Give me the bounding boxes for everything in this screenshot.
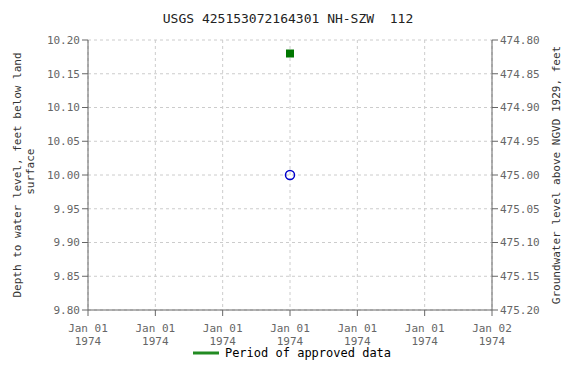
html-text:USGS 425153072164301 NH-SZW 11: USGS 425153072164301 NH-SZW 112	[162, 11, 414, 26]
svg-text:474.80: 474.80	[500, 34, 540, 47]
svg-text:Jan 011974: Jan 011974	[203, 322, 243, 348]
svg-text:10.10: 10.10	[47, 101, 80, 114]
svg-text:10.15: 10.15	[47, 68, 80, 81]
svg-text:9.90: 9.90	[54, 236, 81, 249]
svg-text:475.05: 475.05	[500, 203, 540, 216]
svg-text:474.90: 474.90	[500, 101, 540, 114]
svg-text:Jan 011974: Jan 011974	[270, 322, 310, 348]
svg-text:10.20: 10.20	[47, 34, 80, 47]
svg-text:9.80: 9.80	[54, 304, 81, 317]
svg-text:475.10: 475.10	[500, 236, 540, 249]
svg-text:Jan 011974: Jan 011974	[405, 322, 445, 348]
svg-text:Jan 021974: Jan 021974	[472, 322, 512, 348]
svg-text:475.20: 475.20	[500, 304, 540, 317]
html-text:Groundwater level above NGVD 1: Groundwater level above NGVD 1929, feet	[549, 45, 563, 305]
svg-text:10.00: 10.00	[47, 169, 80, 182]
html-text:Depth to water level, feet bel: Depth to water level, feet below land su…	[11, 52, 37, 298]
svg-text:9.95: 9.95	[54, 203, 81, 216]
svg-text:475.15: 475.15	[500, 270, 540, 283]
svg-text:474.95: 474.95	[500, 135, 540, 148]
svg-text:Jan 011974: Jan 011974	[135, 322, 175, 348]
svg-text:10.05: 10.05	[47, 135, 80, 148]
svg-text:9.85: 9.85	[54, 270, 81, 283]
svg-text:474.85: 474.85	[500, 68, 540, 81]
svg-text:Jan 011974: Jan 011974	[68, 322, 108, 348]
svg-text:475.00: 475.00	[500, 169, 540, 182]
svg-text:Jan 011974: Jan 011974	[337, 322, 377, 348]
html-text:Period of approved data: Period of approved data	[224, 346, 392, 360]
